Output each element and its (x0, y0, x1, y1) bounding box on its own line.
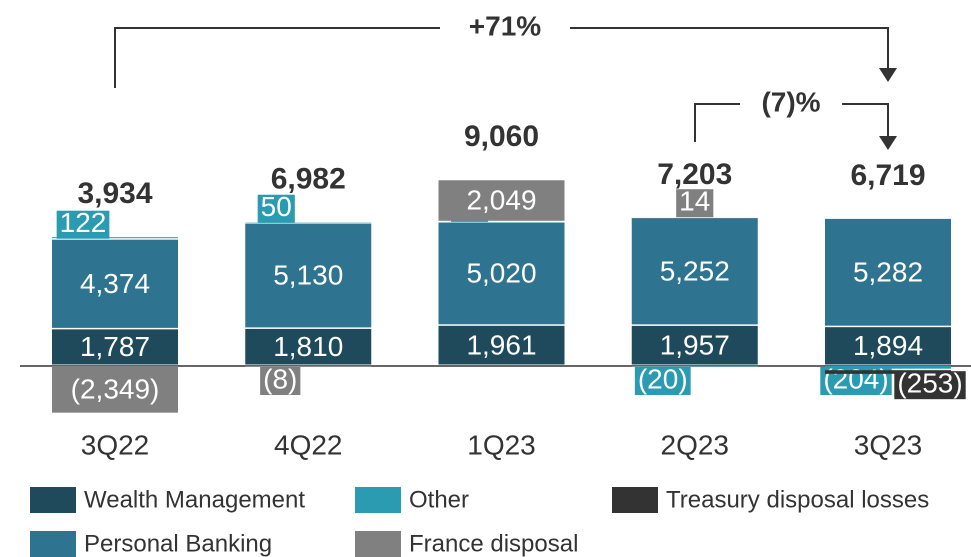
bar-segment (825, 218, 951, 326)
bar-segment (438, 222, 565, 325)
legend-label: France disposal (409, 530, 578, 557)
total-label: 6,719 (850, 159, 925, 192)
legend-label: Wealth Management (84, 486, 305, 513)
value-label: 50 (261, 191, 292, 222)
bar-segment (631, 325, 758, 365)
bar-segment (438, 325, 565, 365)
bar-segment (245, 222, 372, 224)
value-label: 5,020 (466, 258, 536, 289)
x-tick-label: 1Q23 (467, 429, 536, 460)
value-label-box (257, 194, 295, 223)
x-tick-label: 3Q22 (81, 429, 150, 460)
bar-segment (438, 222, 565, 223)
bar-segment (52, 237, 178, 239)
value-label: (253) (897, 368, 962, 399)
value-label: 14 (679, 186, 710, 217)
value-label: 4,374 (80, 268, 150, 299)
bar-segment (825, 370, 951, 374)
legend-swatch (355, 531, 401, 557)
value-label: 5,282 (853, 256, 923, 287)
value-label: 5,130 (273, 260, 343, 291)
x-tick-label: 2Q23 (661, 429, 730, 460)
total-label: 6,982 (271, 163, 346, 196)
value-label: (2,349) (71, 373, 160, 404)
bar-segment (631, 366, 758, 367)
x-tick-label: 3Q23 (854, 429, 923, 460)
value-label: (204) (823, 363, 888, 394)
legend-label: Personal Banking (84, 530, 272, 557)
annotation: (7)% (761, 86, 820, 117)
value-label: 122 (60, 207, 107, 238)
value-label-box (634, 367, 691, 395)
total-label: 7,203 (657, 158, 732, 191)
bar-segment (52, 366, 178, 413)
arrow (879, 136, 897, 150)
value-label: (8) (263, 363, 297, 394)
value-label: 1,961 (466, 329, 536, 360)
value-label: 1,957 (660, 329, 730, 360)
value-label-box (676, 189, 714, 218)
bar-segment (631, 217, 758, 219)
bar-segment (438, 180, 565, 221)
value-label: (20) (638, 363, 688, 394)
value-label: 1,810 (273, 331, 343, 362)
legend-swatch (30, 531, 76, 557)
value-label-box (894, 371, 966, 400)
value-label: 1,894 (853, 330, 923, 361)
legend-swatch (30, 487, 76, 513)
total-label: 9,060 (464, 120, 539, 153)
bracket-71 (114, 27, 889, 88)
x-tick-label: 4Q22 (274, 429, 343, 460)
legend-label: Other (409, 486, 469, 513)
total-label: 3,934 (77, 177, 152, 210)
bar-segment (631, 218, 758, 325)
bar-segment (245, 328, 372, 365)
bar-segment (52, 329, 178, 365)
bar-segment (245, 223, 372, 328)
bar-segment (825, 327, 951, 365)
value-label: 1,787 (80, 331, 150, 362)
value-label: 2,049 (466, 185, 536, 216)
value-label: 5,252 (660, 255, 730, 286)
bar-segment (52, 239, 178, 328)
annotation: +71% (469, 10, 541, 41)
arrow (879, 68, 897, 82)
bracket-7 (694, 103, 889, 142)
legend-label: Treasury disposal losses (666, 486, 929, 513)
legend-swatch (612, 487, 658, 513)
value-label-box (260, 367, 301, 395)
value-label-box (56, 210, 110, 239)
legend-swatch (355, 487, 401, 513)
bar-segment (245, 366, 372, 367)
